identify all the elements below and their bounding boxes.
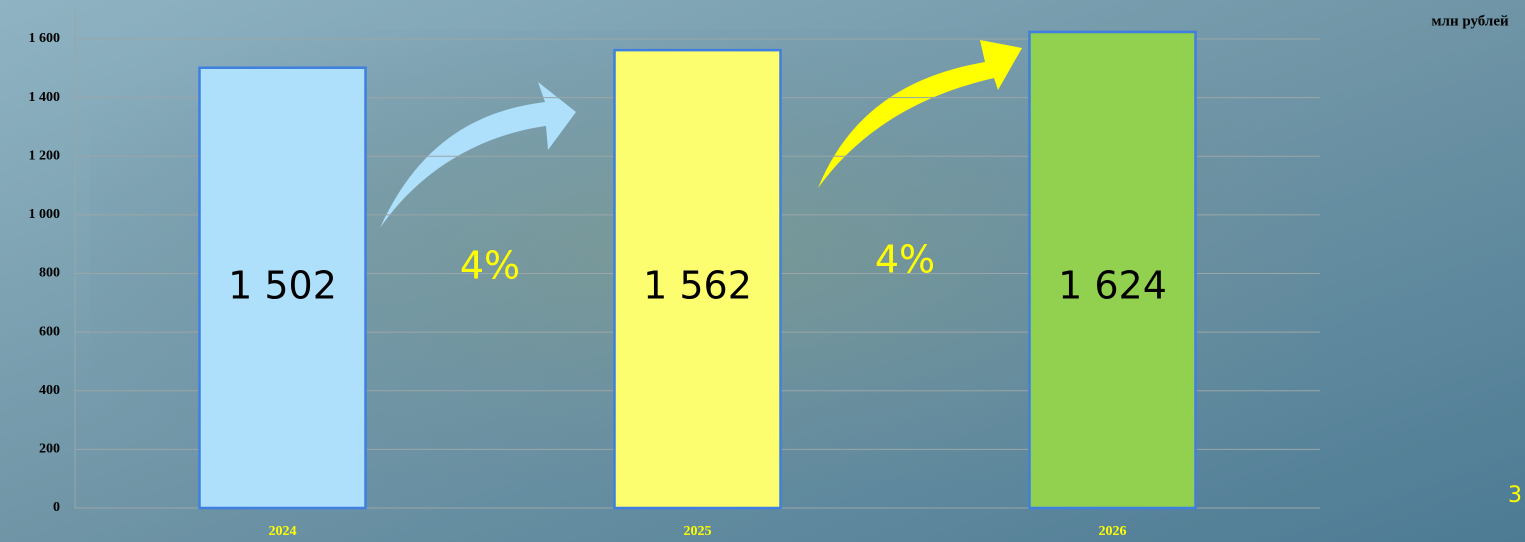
y-tick-label: 1 600 [29, 31, 61, 46]
value-label: 1 502 [228, 264, 337, 308]
value-label: 1 624 [1058, 264, 1167, 308]
bar [1028, 30, 1197, 510]
y-tick-label: 800 [39, 266, 60, 281]
growth-arrow [818, 40, 1022, 188]
y-tick-label: 600 [39, 324, 60, 339]
y-tick-label: 1 000 [29, 207, 61, 222]
growth-label: 4% [875, 238, 935, 282]
growth-arrow [380, 82, 576, 228]
y-tick-label: 200 [39, 442, 60, 457]
bar [613, 48, 782, 510]
bar [198, 66, 367, 510]
y-tick-label: 400 [39, 383, 60, 398]
x-tick-label: 2024 [269, 524, 297, 539]
x-tick-label: 2025 [684, 524, 712, 539]
y-tick-label: 0 [53, 500, 60, 515]
growth-label: 4% [460, 244, 520, 288]
y-tick-label: 1 400 [29, 90, 61, 105]
unit-label: млн рублей [1431, 13, 1509, 29]
x-tick-label: 2026 [1099, 524, 1127, 539]
page-number: 3 [1508, 483, 1522, 508]
value-label: 1 562 [643, 264, 752, 308]
y-tick-label: 1 200 [29, 148, 61, 163]
